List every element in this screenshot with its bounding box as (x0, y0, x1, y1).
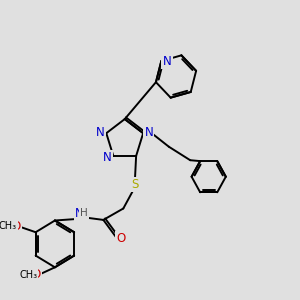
Text: H: H (80, 208, 88, 218)
Text: N: N (163, 55, 171, 68)
Text: O: O (11, 220, 20, 233)
Text: O: O (32, 268, 41, 281)
Text: O: O (116, 232, 125, 245)
Text: N: N (145, 126, 153, 139)
Text: N: N (103, 151, 112, 164)
Text: S: S (131, 178, 138, 191)
Text: CH₃: CH₃ (19, 270, 38, 280)
Text: CH₃: CH₃ (0, 221, 17, 231)
Text: N: N (75, 206, 83, 220)
Text: N: N (96, 126, 104, 139)
